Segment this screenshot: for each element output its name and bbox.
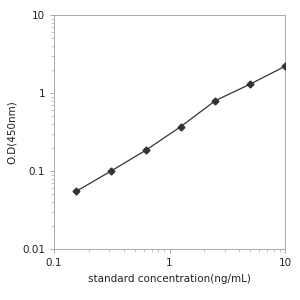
X-axis label: standard concentration(ng/mL): standard concentration(ng/mL) xyxy=(88,274,251,284)
Y-axis label: O.D(450nm): O.D(450nm) xyxy=(6,100,16,164)
